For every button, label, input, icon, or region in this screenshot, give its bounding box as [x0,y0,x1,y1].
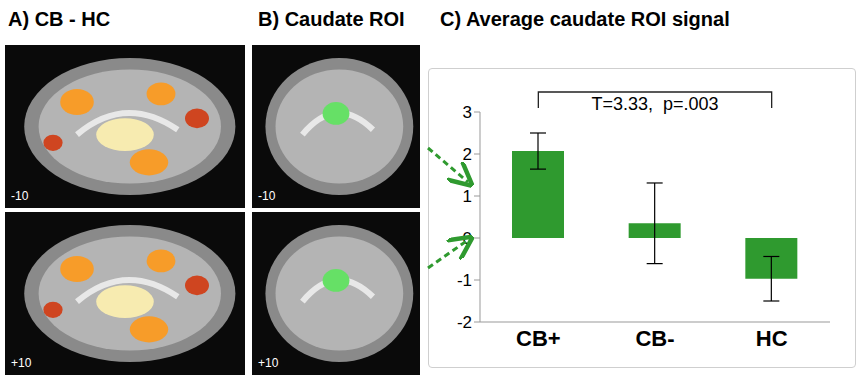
html-text:C) Average caudate ROI signal: C) Average caudate ROI signal [440,8,730,30]
svg-text:+10: +10 [11,356,32,370]
html-text:B) Caudate ROI: B) Caudate ROI [258,8,405,30]
svg-text:0: 0 [463,229,472,248]
html-text:A) CB - HC: A) CB - HC [8,8,111,30]
svg-text:1: 1 [463,187,472,206]
svg-text:-10: -10 [258,189,276,203]
svg-text:HC: HC [756,326,788,351]
svg-text:CB-: CB- [635,326,674,351]
svg-text:3: 3 [463,103,472,122]
svg-text:+10: +10 [258,356,279,370]
svg-text:-1: -1 [457,271,472,290]
svg-text:-2: -2 [457,313,472,332]
svg-text:2: 2 [463,145,472,164]
svg-text:CB+: CB+ [516,326,561,351]
svg-text:-10: -10 [11,189,29,203]
svg-text:T=3.33, p=.003: T=3.33, p=.003 [591,94,718,114]
